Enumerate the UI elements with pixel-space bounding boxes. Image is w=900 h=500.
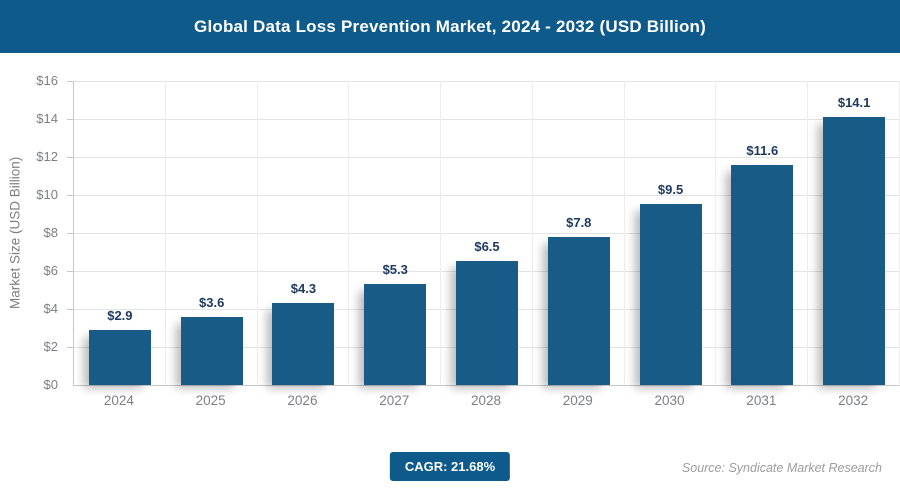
source-text: Source: Syndicate Market Research: [681, 461, 882, 475]
bar: [364, 284, 427, 385]
v-gridline: [531, 81, 533, 385]
bar: [547, 237, 610, 385]
y-tick-label: $0: [43, 377, 58, 392]
y-tick-mark: [67, 309, 74, 310]
x-tick-label: 2025: [195, 393, 226, 408]
x-tick-label: 2026: [287, 393, 318, 408]
v-gridline: [440, 81, 442, 385]
v-gridline: [164, 81, 166, 385]
bar: [823, 117, 886, 385]
bar: [639, 204, 702, 385]
bar: [731, 165, 794, 385]
y-tick-mark: [67, 81, 74, 82]
x-tick-label: 2030: [654, 393, 685, 408]
x-tick-label: 2024: [103, 393, 134, 408]
h-gridline: [74, 233, 900, 234]
x-tick-label: 2029: [562, 393, 593, 408]
v-gridline: [256, 81, 258, 385]
y-tick-label: $4: [43, 301, 58, 316]
bar: [272, 303, 335, 385]
bar: [88, 330, 151, 385]
bar-value-label: $14.1: [837, 95, 871, 110]
bar-value-label: $3.6: [199, 295, 225, 310]
x-tick-label: 2031: [746, 393, 777, 408]
bar-value-label: $6.5: [474, 239, 500, 254]
bar-value-label: $5.3: [382, 262, 408, 277]
x-tick-labels: 2024 2025 2026 2027 2028 2029 2030 2031 2032: [73, 393, 899, 413]
y-tick-mark: [67, 157, 74, 158]
y-tick-label: $10: [36, 187, 58, 202]
cagr-badge: CAGR: 21.68%: [389, 452, 511, 481]
h-gridline: [74, 157, 900, 158]
h-gridline: [74, 195, 900, 196]
cagr-label: CAGR: 21.68%: [404, 459, 496, 474]
y-tick-mark: [67, 233, 74, 234]
y-tick-label: $8: [43, 225, 58, 240]
y-tick-label: $2: [43, 339, 58, 354]
y-tick-mark: [67, 271, 74, 272]
bar: [180, 317, 243, 385]
v-gridline: [807, 81, 809, 385]
v-gridline: [348, 81, 350, 385]
y-tick-mark: [67, 347, 74, 348]
h-gridline: [74, 81, 900, 82]
y-tick-label: $12: [36, 149, 58, 164]
x-tick-label: 2032: [838, 393, 869, 408]
v-gridline: [623, 81, 625, 385]
bar-value-label: $9.5: [657, 182, 684, 197]
header-banner: Global Data Loss Prevention Market, 2024…: [0, 0, 900, 53]
bar-value-label: $2.9: [107, 308, 133, 323]
x-tick-label: 2027: [379, 393, 410, 408]
y-tick-mark: [67, 119, 74, 120]
y-tick-label: $14: [36, 111, 58, 126]
y-tick-label: $16: [36, 73, 58, 88]
plot-area: $2.9 $3.6 $4.3 $5.3 $6.5 $7.8 $9.5 $11.6 $14.1: [67, 81, 900, 386]
y-tick-label: $6: [43, 263, 58, 278]
bar: [456, 261, 518, 385]
chart-title: Global Data Loss Prevention Market, 2024…: [194, 16, 706, 36]
bar-value-label: $4.3: [290, 281, 317, 296]
x-tick-label: 2028: [470, 393, 502, 408]
bar-value-label: $7.8: [566, 215, 592, 230]
y-tick-labels: $0 $2 $4 $6 $8 $10 $12 $14 $16: [0, 74, 66, 392]
bar-value-label: $11.6: [746, 143, 779, 158]
y-tick-mark: [67, 195, 74, 196]
h-gridline: [74, 119, 900, 120]
v-gridline: [715, 81, 717, 385]
